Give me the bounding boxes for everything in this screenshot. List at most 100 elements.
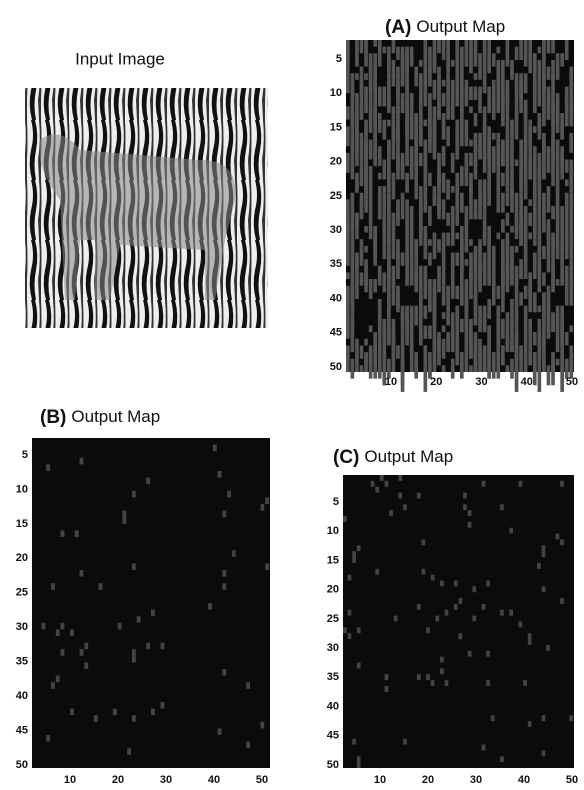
x-tick-label: 20 — [430, 376, 442, 388]
map-cell — [401, 365, 405, 392]
map-cell — [364, 73, 368, 80]
map-cell — [551, 120, 555, 127]
map-cell — [132, 656, 136, 663]
input-title: Input Image — [75, 49, 165, 68]
map-cell — [161, 702, 165, 709]
map-cell — [551, 160, 555, 187]
map-cell — [369, 359, 373, 366]
map-cell — [519, 622, 523, 628]
map-cell — [355, 219, 359, 239]
map-cell — [556, 140, 560, 147]
map-cell — [556, 359, 560, 366]
map-cell — [465, 40, 469, 67]
map-cell — [515, 279, 519, 286]
map-cell — [405, 153, 409, 166]
map-cell — [161, 643, 165, 650]
map-cell — [84, 662, 88, 669]
map-cell — [483, 193, 487, 200]
map-cell — [428, 140, 432, 147]
map-cell — [465, 86, 469, 106]
output-map-panel: (C)Output Map510152025303540455010203040… — [327, 447, 578, 786]
map-cell — [378, 173, 382, 180]
map-cell — [455, 352, 459, 365]
map-cell — [509, 528, 513, 534]
map-cell — [414, 279, 418, 286]
map-cell — [433, 53, 437, 60]
map-cell — [478, 86, 482, 113]
map-cell — [524, 286, 528, 299]
map-cell — [474, 160, 478, 167]
map-cell — [218, 471, 222, 478]
map-cell — [465, 246, 469, 253]
map-cell — [380, 475, 384, 481]
map-cell — [469, 199, 473, 219]
map-cell — [501, 113, 505, 126]
map-cell — [560, 53, 564, 60]
map-cell — [360, 365, 364, 372]
y-tick-label: 20 — [330, 156, 342, 168]
map-cell — [483, 326, 487, 333]
map-cell — [551, 47, 555, 54]
map-cell — [360, 40, 364, 47]
map-cell — [465, 160, 469, 187]
map-cell — [410, 259, 414, 266]
map-cell — [146, 478, 150, 485]
map-cell — [519, 173, 523, 180]
map-cell — [451, 345, 455, 352]
map-cell — [46, 464, 50, 471]
map-cell — [483, 213, 487, 220]
map-cell — [371, 481, 375, 487]
map-cell — [446, 80, 450, 100]
map-cell — [385, 686, 389, 692]
map-cell — [524, 160, 528, 167]
map-cell — [515, 113, 519, 140]
map-cell — [351, 120, 355, 127]
map-cell — [396, 106, 400, 119]
map-cell — [442, 199, 446, 219]
map-cell — [524, 80, 528, 93]
map-cell — [460, 299, 464, 306]
map-cell — [486, 580, 490, 586]
map-cell — [556, 113, 560, 133]
map-cell — [533, 153, 537, 160]
panel-label: (C) — [333, 447, 359, 468]
map-cell — [346, 126, 350, 146]
map-cell — [483, 153, 487, 173]
map-cell — [360, 272, 364, 285]
map-cell — [94, 715, 98, 722]
map-cell — [373, 113, 377, 120]
x-tick-label: 40 — [518, 774, 530, 786]
map-cell — [551, 319, 555, 332]
map-cell — [442, 326, 446, 333]
map-cell — [113, 709, 117, 716]
map-cell — [528, 233, 532, 240]
map-cell — [478, 53, 482, 60]
map-cell — [560, 153, 564, 173]
map-cell — [424, 120, 428, 127]
map-cell — [519, 80, 523, 87]
map-cell — [528, 633, 532, 639]
map-cell — [506, 279, 510, 286]
map-cell — [424, 272, 428, 299]
map-cell — [378, 213, 382, 220]
map-cell — [459, 598, 463, 604]
map-cell — [378, 352, 382, 379]
map-cell — [451, 60, 455, 67]
map-cell — [369, 146, 373, 153]
map-cell — [551, 213, 555, 220]
map-cell — [351, 345, 355, 352]
map-cell — [378, 113, 382, 120]
map-cell — [506, 193, 510, 206]
map-cell — [569, 133, 573, 153]
map-cell — [465, 339, 469, 352]
map-cell — [551, 206, 555, 213]
map-cell — [500, 756, 504, 762]
y-tick-label: 20 — [16, 552, 28, 564]
map-cell — [348, 575, 352, 581]
map-cell — [560, 365, 564, 392]
map-cell — [346, 326, 350, 339]
map-cell — [364, 206, 368, 213]
map-cell — [510, 319, 514, 339]
map-cell — [392, 60, 396, 67]
map-cell — [551, 106, 555, 113]
